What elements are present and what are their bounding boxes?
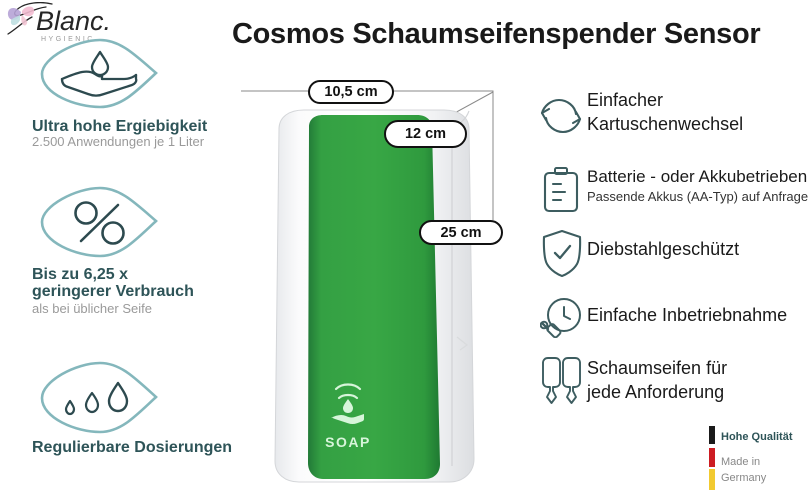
svg-text:SOAP: SOAP xyxy=(325,434,371,450)
